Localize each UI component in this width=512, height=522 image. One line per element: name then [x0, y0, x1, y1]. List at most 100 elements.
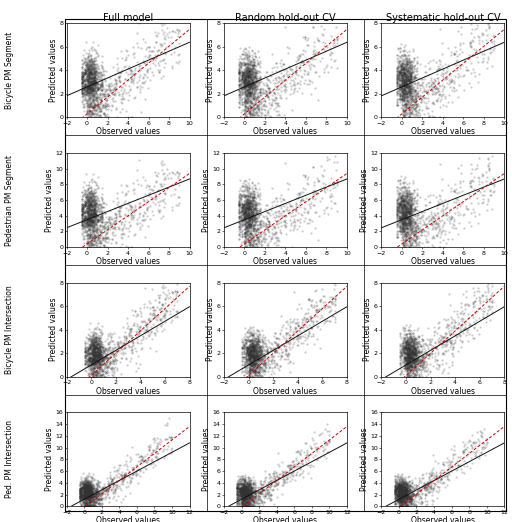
Point — [88, 233, 96, 242]
Point — [245, 209, 253, 218]
Point — [397, 505, 406, 514]
Point — [253, 342, 262, 351]
Point — [395, 180, 403, 188]
Point — [397, 83, 405, 91]
Point — [246, 209, 254, 218]
Point — [450, 50, 458, 58]
Text: Pedestrian PM Segment: Pedestrian PM Segment — [5, 155, 14, 245]
Point — [402, 80, 411, 89]
Point — [241, 103, 249, 111]
Point — [416, 487, 424, 495]
Point — [83, 65, 91, 73]
Point — [394, 80, 402, 89]
Point — [394, 177, 402, 186]
Point — [299, 339, 307, 347]
Point — [239, 491, 247, 499]
Point — [248, 367, 256, 375]
Point — [397, 209, 406, 218]
Point — [446, 467, 455, 475]
Point — [245, 505, 253, 514]
Point — [250, 119, 259, 127]
Point — [404, 217, 412, 226]
Point — [405, 485, 413, 494]
Point — [76, 492, 84, 500]
Point — [412, 351, 420, 359]
Point — [429, 343, 437, 352]
Point — [407, 482, 415, 490]
Point — [151, 306, 159, 314]
Point — [248, 483, 257, 492]
Point — [86, 354, 94, 362]
Point — [452, 203, 460, 211]
Point — [298, 315, 307, 323]
Point — [139, 74, 147, 82]
Point — [86, 191, 94, 199]
Point — [95, 482, 103, 491]
Point — [401, 488, 409, 496]
Point — [399, 206, 407, 215]
Point — [398, 62, 406, 70]
Point — [101, 352, 110, 361]
Point — [78, 207, 87, 216]
Point — [255, 343, 263, 352]
Point — [461, 325, 469, 333]
Point — [81, 485, 89, 494]
Point — [101, 110, 109, 118]
Point — [241, 232, 249, 240]
Point — [420, 480, 429, 488]
Point — [397, 492, 406, 501]
Point — [486, 44, 494, 52]
Point — [82, 208, 90, 216]
Point — [95, 82, 103, 91]
Point — [78, 482, 86, 490]
Point — [400, 241, 408, 249]
Point — [418, 247, 426, 255]
Point — [82, 73, 90, 81]
Point — [163, 434, 172, 443]
Point — [254, 105, 263, 113]
Point — [393, 70, 401, 78]
Point — [105, 360, 113, 369]
Point — [237, 490, 245, 499]
Point — [93, 345, 101, 353]
Point — [244, 482, 252, 490]
Point — [87, 85, 95, 93]
Point — [95, 355, 103, 364]
Point — [248, 341, 257, 350]
Point — [251, 337, 259, 345]
Point — [238, 353, 246, 361]
Point — [248, 66, 257, 75]
Point — [398, 485, 406, 494]
Point — [91, 76, 99, 85]
Point — [289, 218, 297, 226]
Point — [91, 204, 99, 212]
Point — [80, 479, 89, 487]
Point — [401, 487, 409, 495]
Point — [253, 354, 262, 363]
Point — [238, 338, 246, 346]
Point — [242, 503, 250, 512]
Point — [400, 345, 409, 353]
Point — [402, 488, 410, 496]
Point — [242, 82, 250, 91]
Point — [91, 351, 99, 360]
Point — [247, 99, 255, 107]
Y-axis label: Predicted values: Predicted values — [359, 169, 369, 232]
Point — [242, 495, 250, 504]
Point — [83, 485, 91, 493]
Point — [92, 488, 100, 496]
Point — [95, 353, 103, 361]
Point — [409, 491, 417, 500]
Point — [251, 204, 259, 212]
Point — [77, 476, 85, 484]
Point — [400, 500, 409, 508]
Point — [396, 483, 404, 492]
Point — [402, 505, 410, 514]
Point — [84, 371, 93, 379]
Point — [82, 199, 90, 207]
Point — [411, 362, 419, 370]
Point — [82, 98, 90, 106]
Point — [99, 70, 108, 79]
Point — [402, 232, 410, 241]
Point — [150, 309, 158, 317]
